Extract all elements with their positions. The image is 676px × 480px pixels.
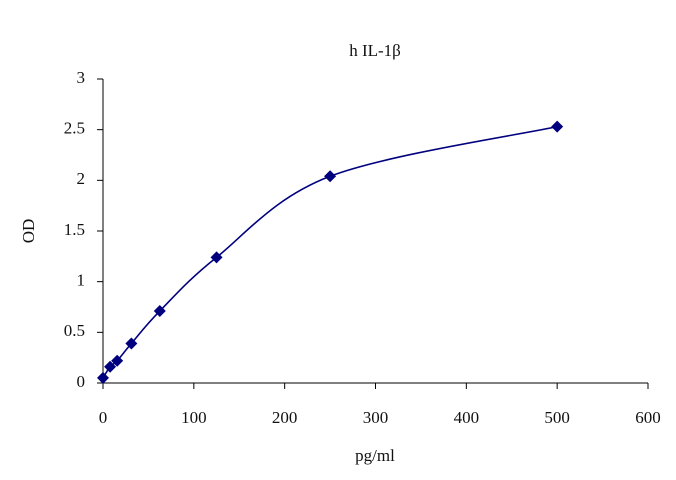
marker — [551, 120, 564, 133]
marker — [97, 371, 109, 384]
y-axis-label: OD — [19, 219, 38, 244]
y-tick-label: 1.5 — [64, 220, 85, 239]
marker — [210, 251, 223, 264]
x-tick-label: 200 — [272, 408, 298, 427]
marker — [324, 170, 337, 183]
marker — [111, 354, 124, 367]
y-tick-label: 1 — [77, 271, 86, 290]
x-tick-label: 300 — [363, 408, 389, 427]
x-tick-label: 600 — [635, 408, 661, 427]
y-tick-label: 2.5 — [64, 119, 85, 138]
y-tick-label: 0.5 — [64, 321, 85, 340]
y-tick-label: 3 — [77, 68, 86, 87]
chart-title: h IL-1β — [349, 41, 401, 60]
marker — [153, 305, 166, 318]
y-tick-label: 2 — [77, 169, 86, 188]
y-tick-label: 0 — [77, 372, 86, 391]
x-tick-label: 100 — [181, 408, 207, 427]
x-tick-label: 400 — [454, 408, 480, 427]
x-tick-label: 500 — [544, 408, 570, 427]
x-axis-label: pg/ml — [355, 446, 395, 465]
marker — [104, 360, 117, 373]
marker — [125, 337, 138, 350]
curve — [102, 125, 558, 379]
x-tick-label: 0 — [99, 408, 108, 427]
